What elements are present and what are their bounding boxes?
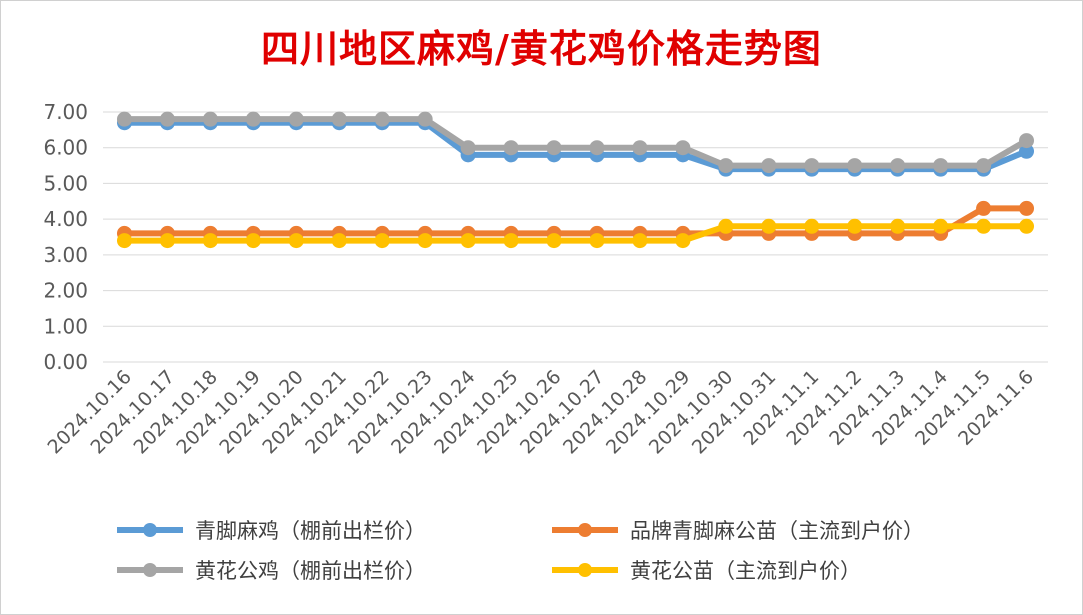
series-4-point-7 bbox=[417, 233, 433, 249]
series-4-point-5 bbox=[331, 233, 347, 249]
series-4-point-15 bbox=[761, 218, 777, 234]
series-3-point-20 bbox=[976, 158, 992, 174]
series-3 bbox=[116, 111, 1035, 174]
series-4-point-8 bbox=[460, 233, 476, 249]
series-3-point-7 bbox=[417, 111, 433, 127]
series-3-point-18 bbox=[890, 158, 906, 174]
series-lines bbox=[116, 111, 1035, 249]
series-4-point-6 bbox=[374, 233, 390, 249]
series-4-point-1 bbox=[159, 233, 175, 249]
y-tick-label-0: 0.00 bbox=[43, 350, 88, 374]
series-2-point-21 bbox=[1019, 200, 1035, 216]
series-3-point-1 bbox=[159, 111, 175, 127]
series-4-line bbox=[121, 223, 1030, 244]
y-tick-labels: 0.00 1.00 2.00 3.00 4.00 5.00 6.00 7.00 bbox=[43, 100, 88, 374]
series-3-point-13 bbox=[675, 140, 691, 156]
series-4-point-19 bbox=[933, 218, 949, 234]
series-4-point-17 bbox=[847, 218, 863, 234]
y-tick-label-6: 6.00 bbox=[43, 136, 88, 160]
y-tick-label-1: 1.00 bbox=[43, 314, 88, 338]
series-3-point-0 bbox=[116, 111, 132, 127]
series-3-point-16 bbox=[804, 158, 820, 174]
series-4-point-20 bbox=[976, 218, 992, 234]
series-3-point-15 bbox=[761, 158, 777, 174]
series-3-point-17 bbox=[847, 158, 863, 174]
series-4-point-2 bbox=[202, 233, 218, 249]
x-tick-labels: 2024.10.162024.10.172024.10.182024.10.19… bbox=[44, 366, 1039, 458]
series-3-point-4 bbox=[288, 111, 304, 127]
series-3-point-21 bbox=[1019, 133, 1035, 149]
series-4-point-9 bbox=[503, 233, 519, 249]
series-3-point-19 bbox=[933, 158, 949, 174]
series-3-point-14 bbox=[718, 158, 734, 174]
series-3-point-2 bbox=[202, 111, 218, 127]
series-4 bbox=[116, 218, 1035, 249]
series-4-point-3 bbox=[245, 233, 261, 249]
series-4-point-0 bbox=[116, 233, 132, 249]
series-4-point-12 bbox=[632, 233, 648, 249]
series-2-point-20 bbox=[976, 200, 992, 216]
series-4-point-13 bbox=[675, 233, 691, 249]
series-4-point-14 bbox=[718, 218, 734, 234]
series-2-line bbox=[121, 205, 1030, 237]
series-3-line bbox=[121, 116, 1030, 169]
y-tick-label-7: 7.00 bbox=[43, 100, 88, 124]
series-4-point-10 bbox=[546, 233, 562, 249]
series-4-point-16 bbox=[804, 218, 820, 234]
series-3-point-6 bbox=[374, 111, 390, 127]
y-tick-label-4: 4.00 bbox=[43, 207, 88, 231]
series-3-point-11 bbox=[589, 140, 605, 156]
series-3-point-12 bbox=[632, 140, 648, 156]
series-4-point-21 bbox=[1019, 218, 1035, 234]
y-tick-label-5: 5.00 bbox=[43, 171, 88, 195]
series-3-point-10 bbox=[546, 140, 562, 156]
series-1-point-21 bbox=[1019, 143, 1035, 159]
chart-title: 四川地区麻鸡/黄花鸡价格走势图 bbox=[261, 26, 822, 71]
series-3-point-9 bbox=[503, 140, 519, 156]
y-tick-label-2: 2.00 bbox=[43, 279, 88, 303]
series-4-point-4 bbox=[288, 233, 304, 249]
y-tick-label-3: 3.00 bbox=[43, 243, 88, 267]
series-4-point-18 bbox=[890, 218, 906, 234]
series-3-point-8 bbox=[460, 140, 476, 156]
series-4-point-11 bbox=[589, 233, 605, 249]
series-3-point-5 bbox=[331, 111, 347, 127]
series-3-point-3 bbox=[245, 111, 261, 127]
series-1-line bbox=[121, 119, 1030, 173]
